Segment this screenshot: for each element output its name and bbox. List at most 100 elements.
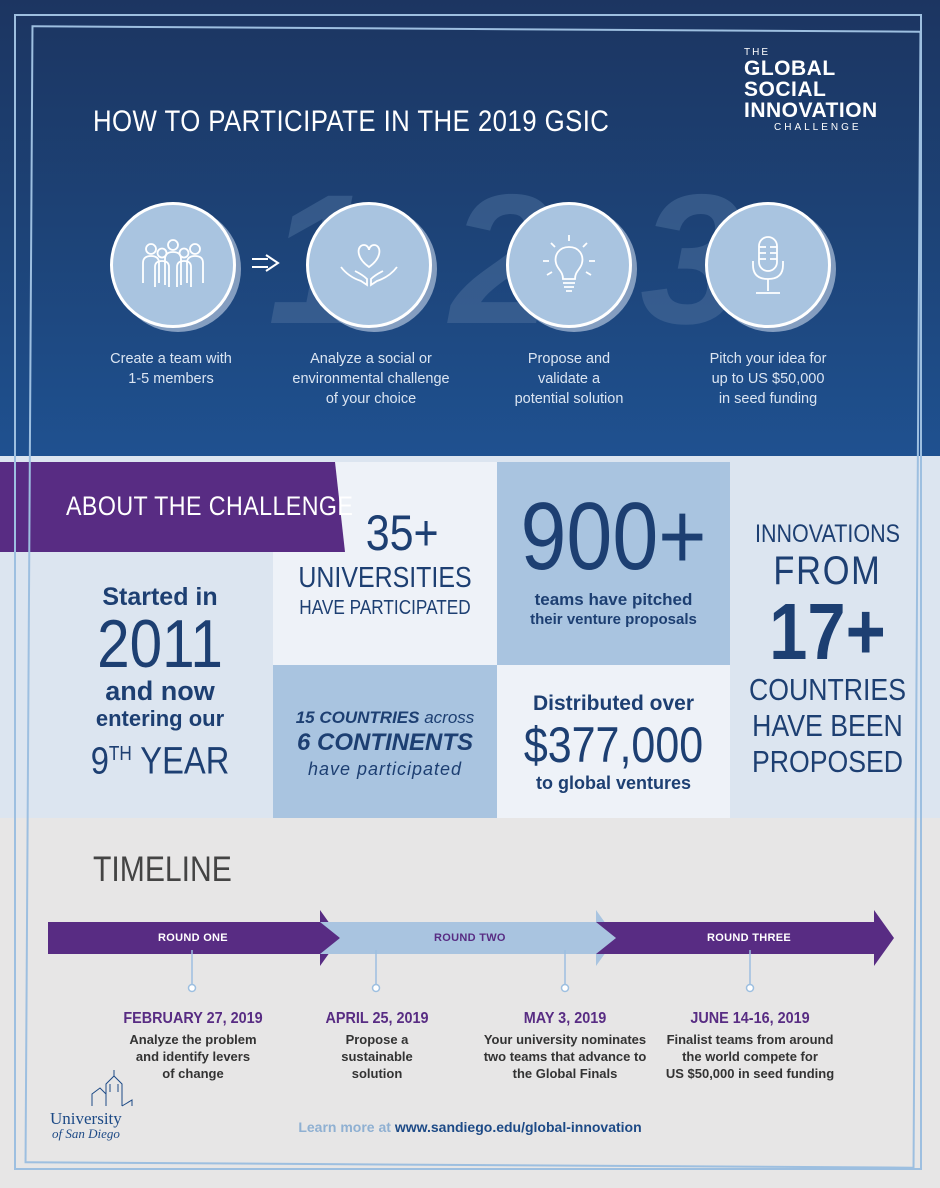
- milestone-1-line1: Analyze the problem: [129, 1032, 257, 1047]
- teams-block: 900+ teams have pitched their venture pr…: [497, 485, 730, 630]
- countries-across: across: [424, 708, 475, 727]
- milestone-3-line3: the Global Finals: [512, 1066, 618, 1081]
- mission-building-icon: [91, 1070, 133, 1107]
- ninth-year: 9TH YEAR: [74, 732, 246, 784]
- started-line3: entering our: [95, 706, 225, 731]
- milestone-1: FEBRUARY 27, 2019 Analyze the problem an…: [98, 1010, 288, 1082]
- round-one-label: ROUND ONE: [158, 932, 228, 944]
- innovations-block: INNOVATIONS FROM 17+ COUNTRIES HAVE BEEN…: [730, 518, 925, 780]
- universities-block: 35+ UNIVERSITIES HAVE PARTICIPATED: [280, 505, 490, 621]
- milestone-2-date: APRIL 25, 2019: [325, 1010, 429, 1027]
- milestone-2: APRIL 25, 2019 Propose a sustainable sol…: [282, 1010, 472, 1082]
- page-title: HOW TO PARTICIPATE IN THE 2019 GSIC: [93, 105, 610, 138]
- milestone-1-date: FEBRUARY 27, 2019: [123, 1010, 263, 1027]
- round-two-arrow: [320, 910, 616, 966]
- learn-more-link[interactable]: www.sandiego.edu/global-innovation: [394, 1119, 642, 1135]
- about-banner: [0, 462, 345, 552]
- university-word: University: [50, 1109, 122, 1128]
- learn-more-prefix: Learn more at: [298, 1119, 391, 1135]
- milestone-1-line3: of change: [162, 1066, 224, 1081]
- innovations-line4: HAVE BEEN: [752, 708, 903, 743]
- countries-line3: have participated: [307, 759, 463, 779]
- logo-challenge: CHALLENGE: [774, 122, 862, 133]
- milestone-3-line2: two teams that advance to: [483, 1049, 647, 1064]
- logo-social: SOCIAL: [744, 78, 827, 101]
- distributed-cell: [497, 665, 730, 818]
- round-two-label: ROUND TWO: [434, 932, 506, 944]
- teams-cell: [497, 462, 730, 665]
- innovations-line3: COUNTRIES: [748, 672, 907, 707]
- logo-innovation: INNOVATION: [744, 99, 878, 122]
- round-three-arrow: [596, 910, 894, 966]
- milestone-3-line1: Your university nominates: [483, 1032, 647, 1047]
- timeline-arrows: [48, 910, 894, 966]
- ninth-suffix: TH: [108, 743, 132, 765]
- started-line2: and now: [105, 676, 215, 706]
- milestone-2-line1: Propose a: [345, 1032, 409, 1047]
- step-1-text: Create a team with 1-5 members: [71, 349, 271, 389]
- team-icon: [110, 202, 236, 328]
- logo-global: GLOBAL: [744, 57, 836, 80]
- milestone-3-desc: Your university nominates two teams that…: [470, 1031, 660, 1082]
- teams-line2: their venture proposals: [530, 611, 697, 628]
- innovations-line1: INNOVATIONS: [755, 520, 900, 548]
- timeline-title: TIMELINE: [93, 850, 232, 889]
- timeline-markers: [187, 950, 755, 993]
- milestone-4-line3: US $50,000 in seed funding: [665, 1066, 835, 1081]
- countries-cell: [273, 665, 497, 818]
- step-2-line1: Analyze a social or: [310, 351, 432, 367]
- milestone-4-line1: Finalist teams from around: [666, 1032, 834, 1047]
- milestone-2-line3: solution: [351, 1066, 403, 1081]
- milestone-4-line2: the world compete for: [682, 1049, 818, 1064]
- step-2-line2: environmental challenge: [292, 371, 450, 387]
- milestone-4-date: JUNE 14-16, 2019: [690, 1010, 810, 1027]
- step-2-text: Analyze a social or environmental challe…: [271, 349, 471, 409]
- step-4-line1: Pitch your idea for: [709, 351, 827, 367]
- milestone-4: JUNE 14-16, 2019 Finalist teams from aro…: [655, 1010, 845, 1082]
- universities-line2: HAVE PARTICIPATED: [299, 597, 471, 619]
- countries-block: 15 COUNTRIES across 6 CONTINENTS have pa…: [273, 707, 497, 781]
- arrow-icon: [252, 254, 280, 272]
- microphone-icon: [705, 202, 831, 328]
- step-3-line1: Propose and: [527, 351, 611, 367]
- milestone-3-date: MAY 3, 2019: [523, 1010, 607, 1027]
- milestone-1-line2: and identify levers: [135, 1049, 251, 1064]
- round-one-arrow: [48, 910, 340, 966]
- step-3-text: Propose and validate a potential solutio…: [469, 349, 669, 409]
- started-year: 2011: [97, 606, 223, 682]
- innovations-cell: [730, 462, 925, 818]
- step-4-line3: in seed funding: [718, 391, 818, 407]
- gsic-logo: THE GLOBAL SOCIAL INNOVATION CHALLENGE: [744, 48, 878, 133]
- lightbulb-icon: [506, 202, 632, 328]
- countries-line2: 6 CONTINENTS: [296, 729, 473, 756]
- step-1-line2: 1-5 members: [128, 371, 214, 387]
- countries-count: 15 COUNTRIES: [295, 708, 420, 727]
- step-3-line3: potential solution: [514, 391, 624, 407]
- started-block: Started in 2011 and now entering our 9TH…: [60, 583, 260, 784]
- universities-number: 35+: [365, 505, 439, 561]
- started-line1: Started in: [102, 583, 218, 611]
- step-1-line1: Create a team with: [110, 351, 232, 367]
- distributed-amount: $377,000: [523, 717, 704, 773]
- san-diego-word: of San Diego: [52, 1126, 120, 1141]
- milestone-3: MAY 3, 2019 Your university nominates tw…: [470, 1010, 660, 1082]
- about-banner-text: ABOUT THE CHALLENGE: [66, 491, 354, 521]
- university-logo: University of San Diego: [50, 1070, 133, 1141]
- step-4-line2: up to US $50,000: [711, 371, 825, 387]
- year-word: YEAR: [140, 740, 230, 783]
- innovations-line5: PROPOSED: [751, 744, 904, 779]
- step-3-line2: validate a: [537, 371, 601, 387]
- universities-line1: UNIVERSITIES: [298, 562, 472, 594]
- milestone-1-desc: Analyze the problem and identify levers …: [98, 1031, 288, 1082]
- distributed-line2: to global ventures: [535, 773, 692, 793]
- teams-number: 900+: [520, 483, 707, 590]
- distributed-line1: Distributed over: [532, 692, 695, 715]
- heart-hands-icon: [306, 202, 432, 328]
- countries-line1: 15 COUNTRIES across: [273, 707, 497, 729]
- milestone-2-desc: Propose a sustainable solution: [282, 1031, 472, 1082]
- ninth-number: 9: [90, 740, 109, 783]
- learn-more: Learn more at www.sandiego.edu/global-in…: [0, 1119, 940, 1135]
- round-three-label: ROUND THREE: [707, 932, 791, 944]
- logo-the: THE: [744, 47, 770, 58]
- milestone-2-line2: sustainable: [341, 1049, 413, 1064]
